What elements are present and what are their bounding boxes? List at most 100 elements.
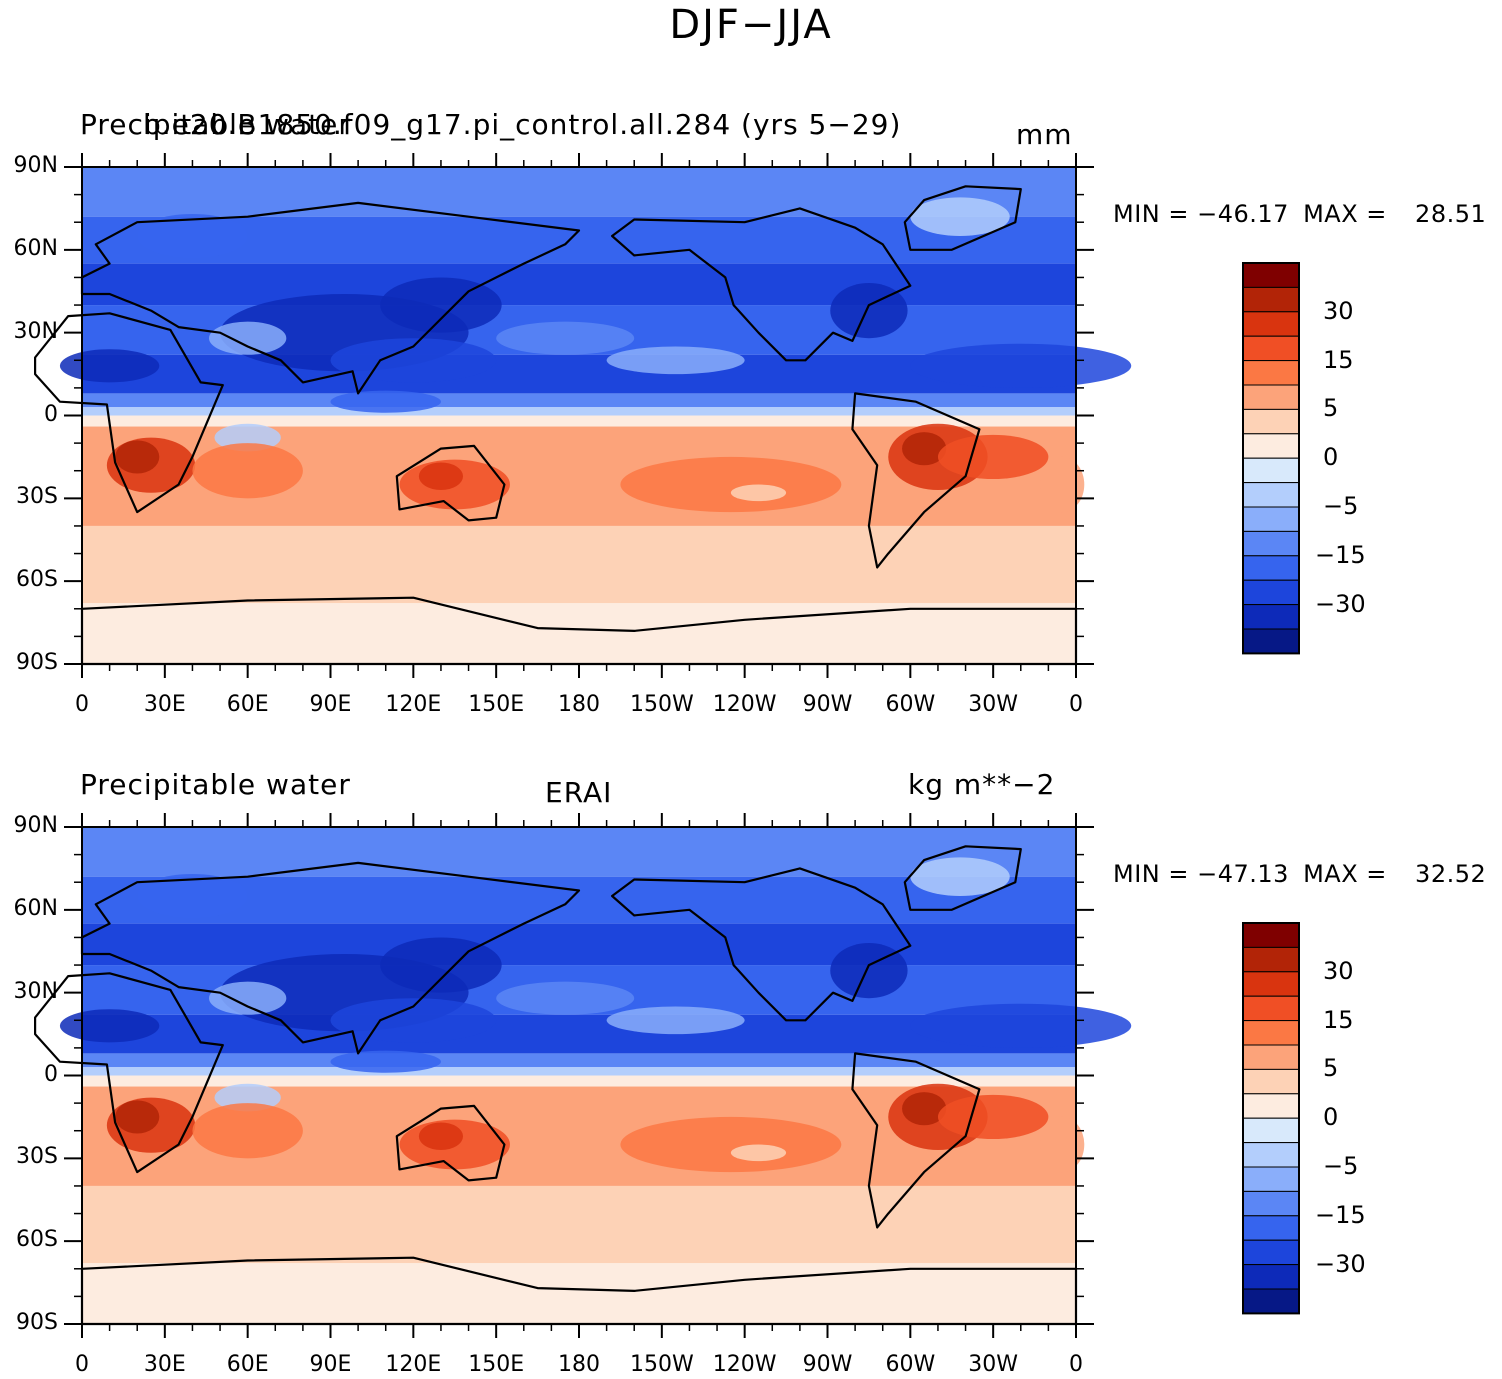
- colorbar: [1242, 922, 1300, 1315]
- contour-region: [115, 1100, 160, 1134]
- minmax-readout: MIN = −47.13 MAX = 32.52: [1113, 860, 1487, 888]
- contour-region: [209, 321, 287, 355]
- lon-tick-label: 30W: [968, 692, 1019, 717]
- colorbar-swatch: [1242, 1142, 1300, 1168]
- contour-band: [82, 1185, 1076, 1264]
- lat-tick-label: 90N: [13, 153, 58, 178]
- contour-region: [1040, 456, 1085, 513]
- colorbar-swatch: [1242, 1068, 1300, 1095]
- contour-region: [606, 1006, 745, 1035]
- colorbar-swatch: [1242, 1166, 1300, 1192]
- lat-tick-label: 60N: [13, 895, 58, 921]
- min-label: MIN: [1113, 200, 1161, 228]
- panel-model: Precipitable water b.e20.B1850.f09_g17.p…: [80, 108, 1486, 228]
- lat-tick-label: 90S: [16, 1310, 58, 1335]
- contour-region: [902, 1092, 947, 1126]
- lon-tick-label: 0: [1069, 1352, 1083, 1377]
- coastline: [395, 1104, 506, 1182]
- coastline: [610, 207, 912, 362]
- lon-tick-label: 180: [558, 1352, 600, 1377]
- colorbar-swatch: [1242, 1117, 1300, 1144]
- lon-tick-label: 0: [1069, 692, 1083, 717]
- map-plot-area: [33, 166, 1132, 666]
- contour-region: [192, 443, 303, 499]
- contour-region: [730, 1144, 787, 1162]
- colorbar-label: −30: [1315, 589, 1366, 618]
- contour-region: [937, 434, 1049, 480]
- contour-band: [82, 876, 1076, 924]
- contour-region: [418, 462, 464, 491]
- colorbar-swatch: [1242, 995, 1300, 1022]
- contour-band: [82, 1053, 1076, 1068]
- panel-erai: Precipitable water ERAI kg m**−2 MIN = −…: [80, 768, 1486, 888]
- lat-tick-label: 90S: [16, 650, 58, 675]
- colorbar-swatch: [1242, 1288, 1300, 1314]
- colorbar-label: −5: [1323, 492, 1359, 520]
- contour-band: [82, 407, 1076, 416]
- contour-band: [82, 1014, 1076, 1054]
- contour-band: [82, 923, 1076, 966]
- contour-region: [606, 346, 745, 375]
- figure-title: DJF−JJA: [669, 2, 833, 48]
- colorbar-swatch: [1242, 1215, 1300, 1241]
- contour-band: [82, 415, 1076, 427]
- coastline: [80, 201, 581, 395]
- coastline: [395, 444, 506, 522]
- colorbar-label: 30: [1323, 296, 1354, 325]
- contour-region: [1040, 1116, 1085, 1173]
- contour-band: [82, 603, 1076, 664]
- contour-region: [380, 937, 502, 993]
- min-value: −47.13: [1197, 860, 1289, 888]
- lon-tick-label: 150E: [468, 1352, 525, 1377]
- contour-region: [902, 432, 947, 466]
- colorbar-label: 15: [1323, 345, 1354, 374]
- contour-region: [330, 1050, 441, 1073]
- contour-region: [496, 981, 635, 1015]
- contour-region: [137, 873, 248, 919]
- lon-tick-label: 0: [75, 1352, 89, 1377]
- colorbar-label: 5: [1323, 394, 1339, 423]
- colorbar-swatch: [1242, 1239, 1300, 1266]
- lon-tick-label: 120E: [385, 1352, 442, 1377]
- colorbar-swatch: [1242, 433, 1300, 459]
- lon-tick-label: 150W: [629, 1352, 694, 1377]
- lon-tick-label: 60E: [226, 692, 269, 717]
- lon-tick-label: 30E: [143, 692, 186, 717]
- lon-tick-label: 150W: [629, 692, 694, 717]
- map-axes: [64, 813, 1094, 1338]
- lat-tick-label: 30S: [16, 484, 58, 510]
- lon-tick-label: 150E: [468, 692, 525, 717]
- contour-region: [380, 277, 502, 333]
- lat-tick-label: 0: [44, 1061, 58, 1087]
- contour-region: [209, 981, 287, 1015]
- coastline: [903, 845, 1022, 911]
- colorbar-swatch: [1242, 971, 1300, 997]
- colorbar: [1242, 262, 1300, 655]
- lon-tick-label: 30W: [968, 1352, 1019, 1377]
- coastline: [610, 867, 912, 1022]
- colorbar-swatch: [1242, 946, 1300, 973]
- colorbar-frame: [1242, 922, 1300, 1315]
- lon-tick-label: 60E: [226, 1352, 269, 1377]
- lon-tick-label: 90E: [309, 692, 352, 717]
- lat-tick-label: 30S: [16, 1144, 58, 1170]
- panel-left-title: Precipitable water: [80, 108, 351, 141]
- contour-band: [82, 216, 1076, 264]
- contour-region: [192, 1103, 303, 1159]
- contour-region: [496, 321, 635, 355]
- lon-tick-label: 90E: [309, 1352, 352, 1377]
- map-axes: [64, 153, 1094, 678]
- coastline: [80, 861, 581, 1055]
- contour-region: [620, 1116, 842, 1173]
- contour-region: [59, 349, 160, 383]
- lat-tick-label: 60N: [13, 235, 58, 261]
- lat-tick-label: 90N: [13, 813, 58, 838]
- colorbar-label: −5: [1323, 1152, 1359, 1180]
- contour-region: [910, 857, 1010, 897]
- coastline: [33, 312, 224, 514]
- contour-region: [59, 1009, 160, 1043]
- lat-tick-label: 60S: [16, 1227, 58, 1253]
- colorbar-label: 0: [1323, 1103, 1339, 1132]
- colorbar-label: −30: [1315, 1249, 1366, 1278]
- contour-region: [330, 998, 497, 1043]
